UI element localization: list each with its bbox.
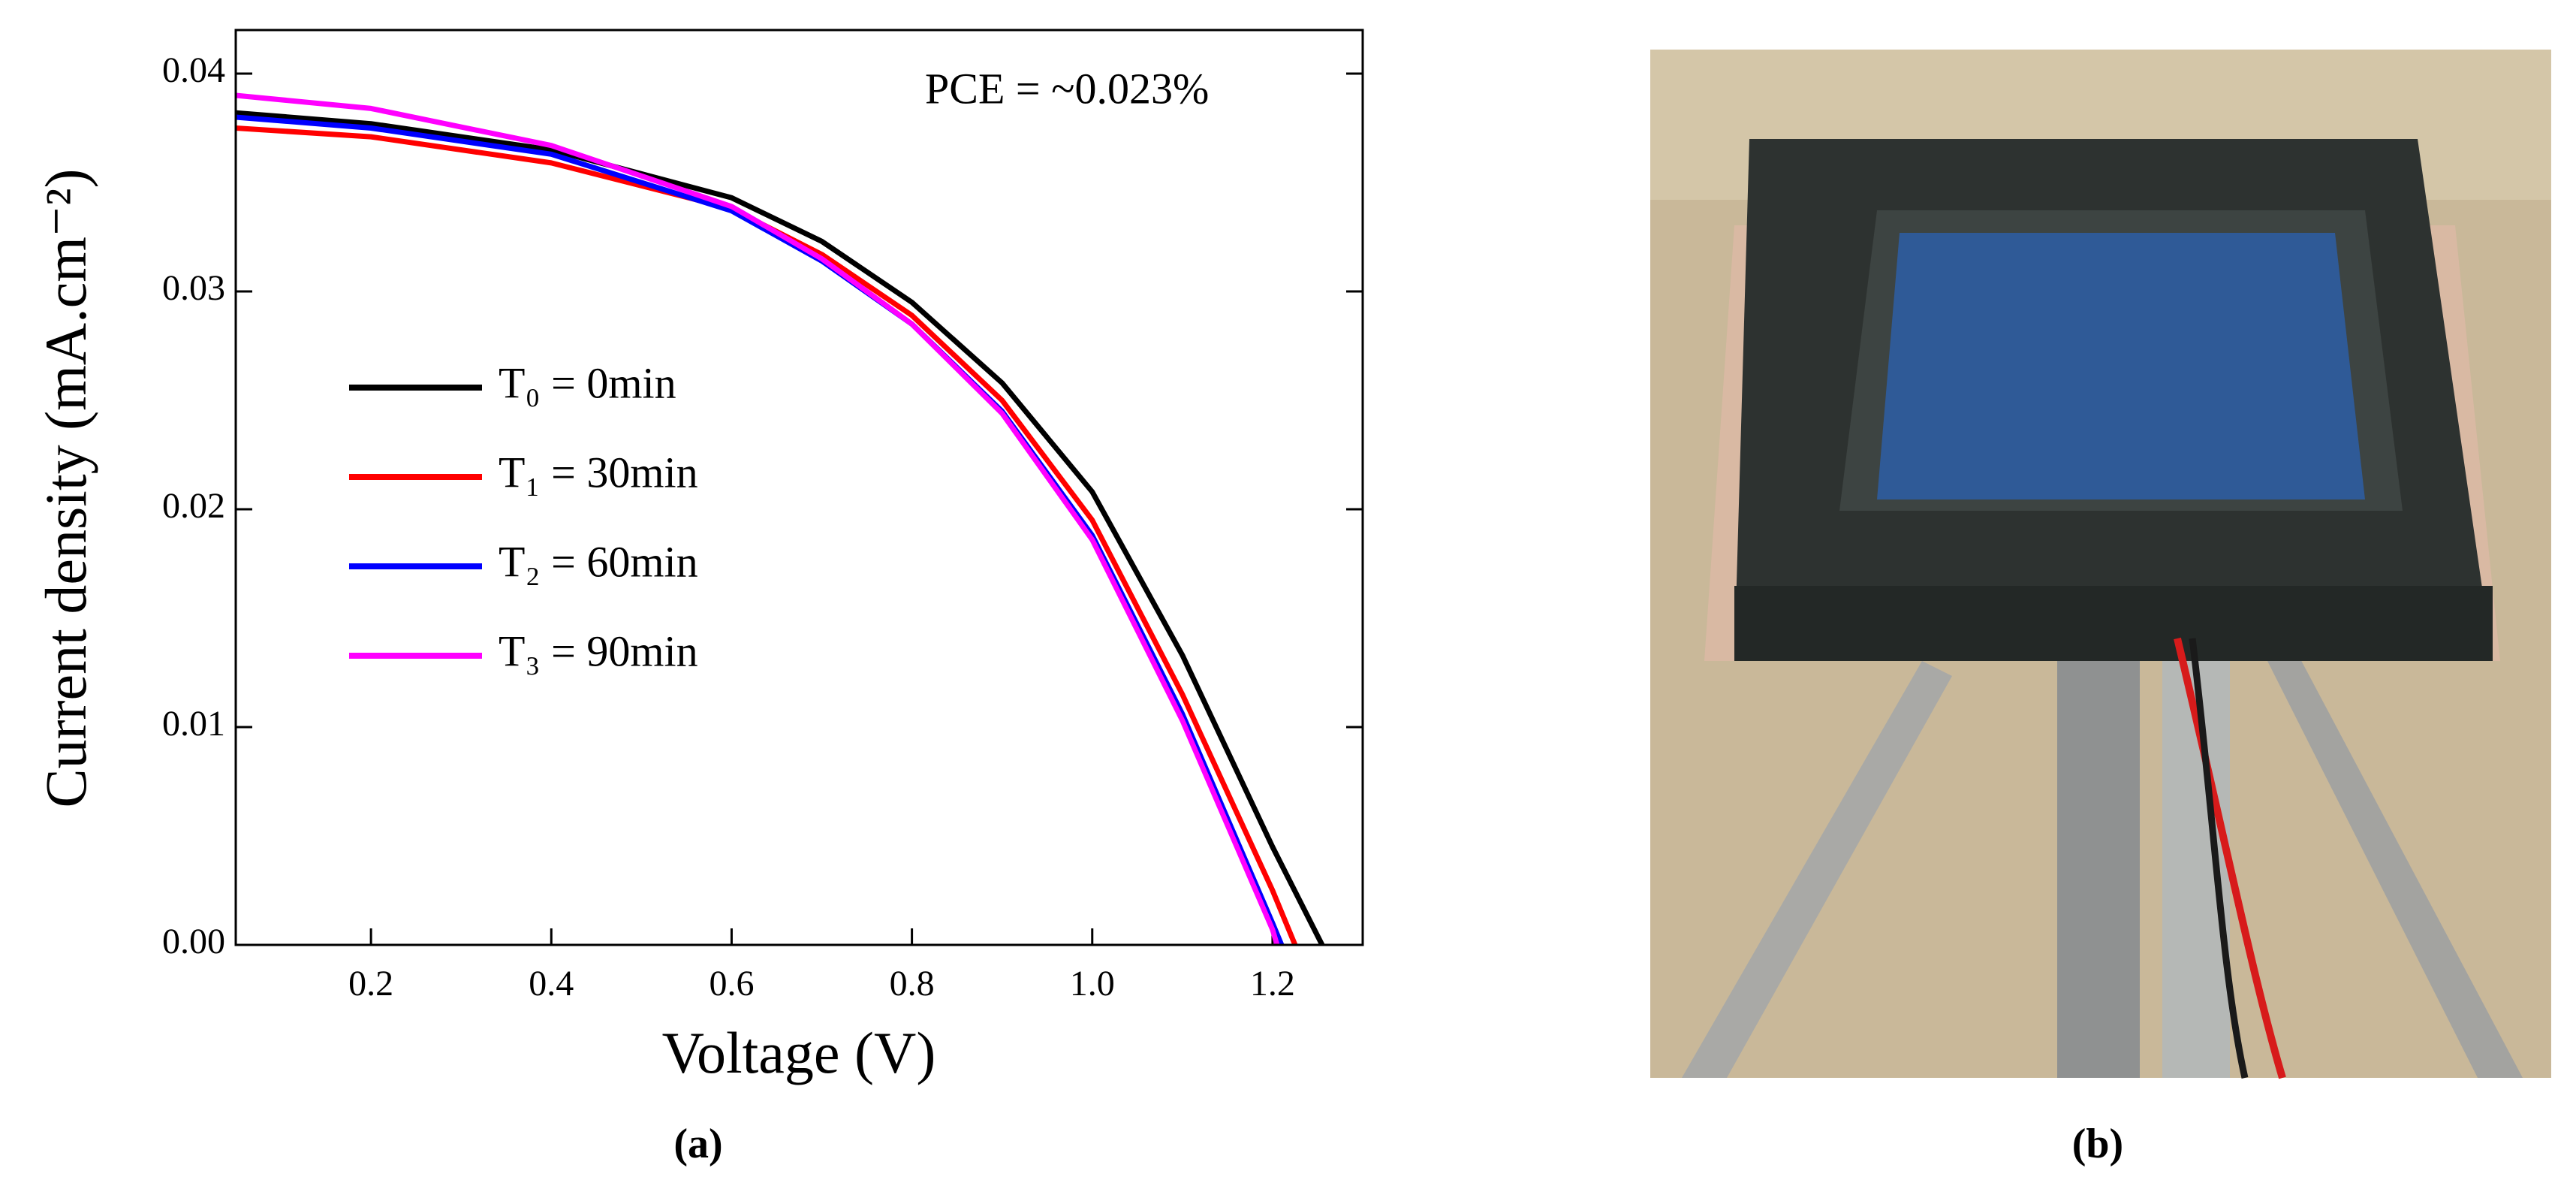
x-tick-label: 0.4: [529, 964, 574, 1003]
photo: [1650, 50, 2551, 1079]
y-tick-label: 0.01: [162, 704, 225, 744]
y-axis-title: Current density (mA.cm⁻²): [33, 169, 98, 808]
legend-label: T₀ = 0min: [499, 358, 676, 407]
x-tick-label: 1.0: [1070, 964, 1115, 1003]
series-line: [235, 110, 1325, 946]
legend-label: T₂ = 60min: [499, 537, 698, 586]
chart-caption: (a): [673, 1121, 722, 1167]
series-line: [235, 125, 1298, 946]
y-tick-label: 0.04: [162, 50, 225, 90]
legend-label: T₃ = 90min: [499, 626, 698, 675]
x-tick-label: 1.2: [1250, 964, 1295, 1003]
x-tick-label: 0.2: [348, 964, 393, 1003]
plot-frame: [234, 29, 1364, 946]
x-tick-label: 0.6: [709, 964, 754, 1003]
y-tick-label: 0.02: [162, 486, 225, 526]
series-line: [235, 114, 1285, 946]
x-axis-title: Voltage (V): [662, 1020, 936, 1085]
y-tick-label: 0.00: [162, 922, 225, 961]
y-tick-label: 0.03: [162, 268, 225, 308]
legend-label: T₁ = 30min: [499, 448, 698, 496]
series-line: [235, 92, 1280, 946]
x-tick-label: 0.8: [890, 964, 935, 1003]
photo-caption: (b): [2072, 1121, 2123, 1167]
annotation: PCE = ~0.023%: [925, 64, 1209, 113]
